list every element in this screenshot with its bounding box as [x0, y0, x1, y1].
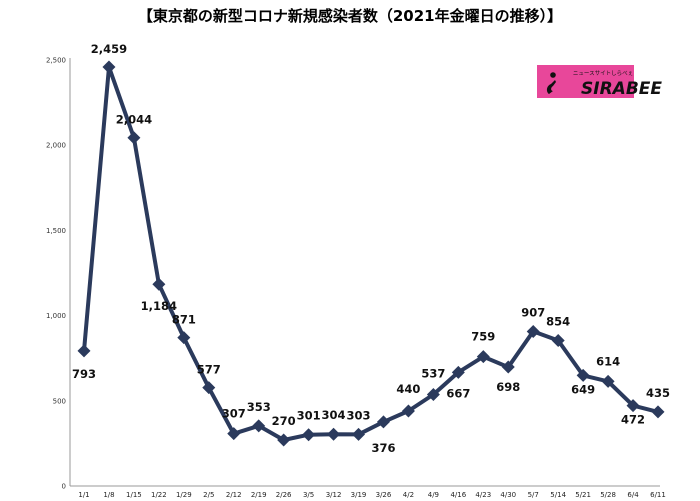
data-point-marker — [302, 428, 316, 442]
data-point-marker — [376, 415, 390, 429]
data-label: 2,459 — [91, 42, 127, 56]
data-label: 2,044 — [116, 113, 152, 127]
data-label: 698 — [496, 380, 520, 394]
x-axis: 1/1 1/8 1/15 1/22 1/29 2/5 2/12 2/19 2/26 3/5 3/12… — [70, 485, 666, 499]
y-tick-label: 500 — [53, 397, 66, 405]
series-markers — [77, 60, 665, 447]
data-point-marker — [576, 368, 590, 382]
data-point-marker — [227, 427, 241, 441]
data-label: 649 — [571, 382, 595, 396]
data-point-marker — [277, 433, 291, 447]
data-point-marker — [526, 324, 540, 338]
x-tick-label: 1/22 — [151, 491, 167, 499]
x-tick-label: 2/19 — [251, 491, 267, 499]
x-tick-label: 3/19 — [351, 491, 367, 499]
data-point-marker — [551, 333, 565, 347]
logo-background — [537, 65, 634, 98]
data-label: 440 — [396, 382, 420, 396]
data-point-marker — [426, 387, 440, 401]
data-label: 793 — [72, 367, 96, 381]
data-point-marker — [127, 131, 141, 145]
sirabee-logo: ニュースサイトしらべぇ SIRABEE — [537, 65, 662, 99]
x-tick-label: 2/5 — [203, 491, 214, 499]
data-point-marker — [501, 360, 515, 374]
x-tick-label: 5/7 — [528, 491, 539, 499]
y-axis: 0 500 1,000 1,500 2,000 2,500 — [46, 57, 71, 491]
logo-mark-icon — [546, 72, 556, 94]
x-tick-label: 1/29 — [176, 491, 192, 499]
data-label: 759 — [471, 330, 495, 344]
data-point-marker — [626, 399, 640, 413]
x-tick-labels: 1/1 1/8 1/15 1/22 1/29 2/5 2/12 2/19 2/26 3/5 3/12… — [78, 491, 666, 499]
data-point-marker — [77, 344, 91, 358]
y-tick-labels: 0 500 1,000 1,500 2,000 2,500 — [46, 57, 66, 491]
data-label: 301 — [297, 409, 321, 423]
y-tick-label: 2,000 — [46, 142, 66, 150]
data-point-marker — [102, 60, 116, 74]
data-point-marker — [177, 331, 191, 345]
x-tick-label: 5/28 — [600, 491, 616, 499]
x-tick-label: 3/12 — [326, 491, 342, 499]
x-tick-label: 6/4 — [627, 491, 639, 499]
data-label: 537 — [421, 366, 445, 380]
x-tick-label: 4/9 — [428, 491, 439, 499]
x-tick-label: 5/14 — [550, 491, 566, 499]
data-label: 854 — [546, 314, 570, 328]
logo-small-text: ニュースサイトしらべぇ — [573, 70, 633, 77]
data-point-marker — [252, 419, 266, 433]
data-point-marker — [352, 427, 366, 441]
y-tick-label: 2,500 — [46, 57, 66, 65]
data-label: 353 — [247, 400, 271, 414]
x-tick-label: 4/30 — [500, 491, 516, 499]
y-tick-label: 0 — [62, 483, 66, 491]
x-tick-label: 3/26 — [376, 491, 392, 499]
x-tick-label: 3/5 — [303, 491, 314, 499]
x-tick-label: 2/12 — [226, 491, 242, 499]
logo-big-text: SIRABEE — [581, 79, 662, 99]
x-tick-label: 6/11 — [650, 491, 666, 499]
y-tick-label: 1,500 — [46, 227, 66, 235]
x-tick-label: 1/1 — [78, 491, 89, 499]
data-label: 307 — [222, 407, 246, 421]
data-label: 871 — [172, 313, 196, 327]
data-point-marker — [476, 350, 490, 364]
x-tick-label: 1/8 — [103, 491, 114, 499]
data-label: 907 — [521, 305, 545, 319]
x-tick-label: 4/23 — [475, 491, 491, 499]
data-point-marker — [651, 405, 665, 419]
data-label: 376 — [371, 441, 395, 455]
x-tick-label: 4/16 — [450, 491, 466, 499]
x-tick-label: 2/26 — [276, 491, 292, 499]
series-line — [82, 65, 659, 442]
data-label: 304 — [322, 408, 346, 422]
data-point-marker — [152, 277, 166, 291]
x-tick-label: 1/15 — [126, 491, 142, 499]
series-infections — [77, 60, 665, 447]
chart-title: 【東京都の新型コロナ新規感染者数（2021年金曜日の推移）】 — [138, 7, 562, 25]
data-point-marker — [601, 374, 615, 388]
data-point-marker — [327, 427, 341, 441]
data-label: 667 — [446, 386, 470, 400]
data-label: 303 — [347, 408, 371, 422]
data-point-marker — [451, 365, 465, 379]
data-label: 577 — [197, 363, 221, 377]
data-point-marker — [202, 381, 216, 395]
data-label: 435 — [646, 386, 670, 400]
data-label: 270 — [272, 414, 296, 428]
y-tick-label: 1,000 — [46, 312, 66, 320]
x-tick-label: 4/2 — [403, 491, 414, 499]
x-tick-label: 5/21 — [575, 491, 591, 499]
data-point-marker — [401, 404, 415, 418]
data-label: 614 — [596, 354, 620, 368]
data-label: 1,184 — [141, 299, 177, 313]
data-label: 472 — [621, 413, 645, 427]
